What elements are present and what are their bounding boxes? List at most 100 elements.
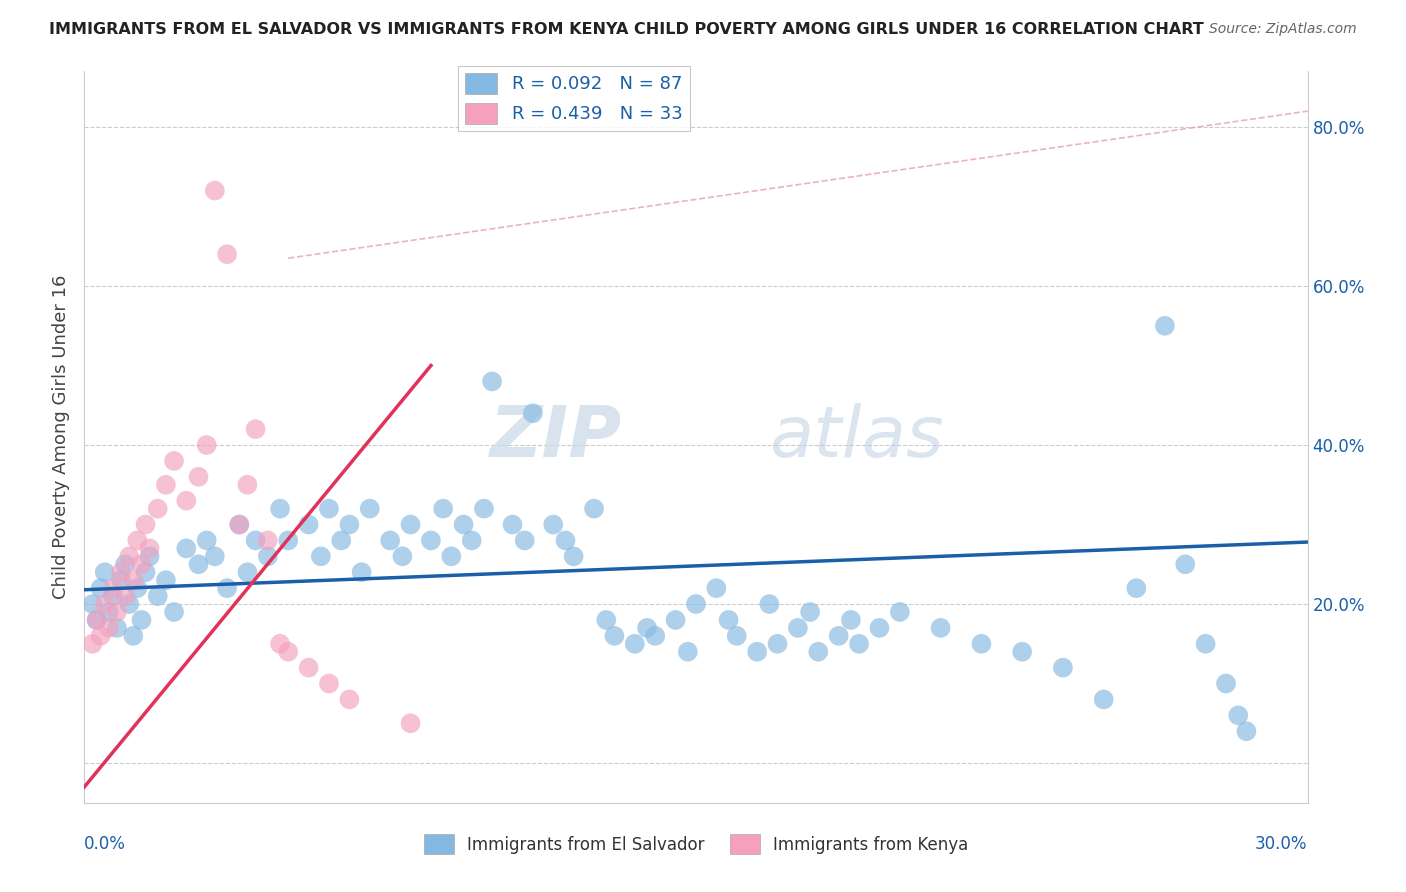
Point — [309, 549, 332, 564]
Point — [93, 597, 115, 611]
Point — [848, 637, 870, 651]
Point — [114, 558, 136, 572]
Text: ZIP: ZIP — [491, 402, 623, 472]
Point — [217, 247, 239, 261]
Point — [318, 501, 340, 516]
Point — [204, 184, 226, 198]
Point — [758, 597, 780, 611]
Point — [97, 605, 120, 619]
Point — [1125, 581, 1147, 595]
Point — [82, 637, 104, 651]
Point — [318, 676, 340, 690]
Point — [432, 501, 454, 516]
Point — [97, 621, 120, 635]
Point — [236, 477, 259, 491]
Point — [453, 517, 475, 532]
Point — [135, 517, 157, 532]
Point — [391, 549, 413, 564]
Text: IMMIGRANTS FROM EL SALVADOR VS IMMIGRANTS FROM KENYA CHILD POVERTY AMONG GIRLS U: IMMIGRANTS FROM EL SALVADOR VS IMMIGRANT… — [49, 22, 1204, 37]
Point — [1092, 692, 1115, 706]
Point — [228, 517, 250, 532]
Point — [1052, 660, 1074, 674]
Text: atlas: atlas — [769, 402, 943, 472]
Point — [636, 621, 658, 635]
Point — [1215, 676, 1237, 690]
Point — [513, 533, 536, 548]
Point — [339, 692, 361, 706]
Point — [787, 621, 810, 635]
Point — [217, 581, 239, 595]
Point — [440, 549, 463, 564]
Point — [105, 621, 128, 635]
Point — [665, 613, 688, 627]
Point — [1154, 318, 1177, 333]
Point — [1227, 708, 1250, 723]
Point — [122, 573, 145, 587]
Point — [228, 517, 250, 532]
Point — [889, 605, 911, 619]
Point — [562, 549, 585, 564]
Point — [257, 533, 280, 548]
Point — [624, 637, 647, 651]
Point — [146, 589, 169, 603]
Point — [114, 589, 136, 603]
Point — [277, 533, 299, 548]
Point — [118, 549, 141, 564]
Point — [869, 621, 891, 635]
Point — [236, 566, 259, 580]
Point — [101, 589, 124, 603]
Point — [970, 637, 993, 651]
Point — [644, 629, 666, 643]
Point — [725, 629, 748, 643]
Point — [110, 566, 132, 580]
Point — [298, 517, 321, 532]
Point — [245, 422, 267, 436]
Point — [269, 501, 291, 516]
Point — [420, 533, 443, 548]
Point — [929, 621, 952, 635]
Point — [155, 477, 177, 491]
Point — [138, 541, 160, 556]
Point — [204, 549, 226, 564]
Point — [146, 501, 169, 516]
Point — [359, 501, 381, 516]
Point — [155, 573, 177, 587]
Point — [583, 501, 606, 516]
Point — [131, 613, 153, 627]
Point — [472, 501, 495, 516]
Point — [554, 533, 576, 548]
Point — [676, 645, 699, 659]
Point — [163, 605, 186, 619]
Text: 0.0%: 0.0% — [84, 835, 127, 853]
Text: Source: ZipAtlas.com: Source: ZipAtlas.com — [1209, 22, 1357, 37]
Point — [595, 613, 617, 627]
Point — [90, 581, 112, 595]
Point — [245, 533, 267, 548]
Point — [399, 716, 422, 731]
Point — [110, 573, 132, 587]
Point — [481, 375, 503, 389]
Point — [93, 566, 115, 580]
Point — [1011, 645, 1033, 659]
Point — [257, 549, 280, 564]
Point — [127, 581, 149, 595]
Point — [839, 613, 862, 627]
Point — [138, 549, 160, 564]
Point — [174, 541, 197, 556]
Point — [522, 406, 544, 420]
Point — [90, 629, 112, 643]
Point — [603, 629, 626, 643]
Point — [461, 533, 484, 548]
Y-axis label: Child Poverty Among Girls Under 16: Child Poverty Among Girls Under 16 — [52, 275, 70, 599]
Point — [118, 597, 141, 611]
Point — [269, 637, 291, 651]
Point — [747, 645, 769, 659]
Point — [195, 438, 218, 452]
Point — [1174, 558, 1197, 572]
Point — [1195, 637, 1218, 651]
Point — [86, 613, 108, 627]
Point — [187, 470, 209, 484]
Point — [717, 613, 740, 627]
Point — [399, 517, 422, 532]
Point — [277, 645, 299, 659]
